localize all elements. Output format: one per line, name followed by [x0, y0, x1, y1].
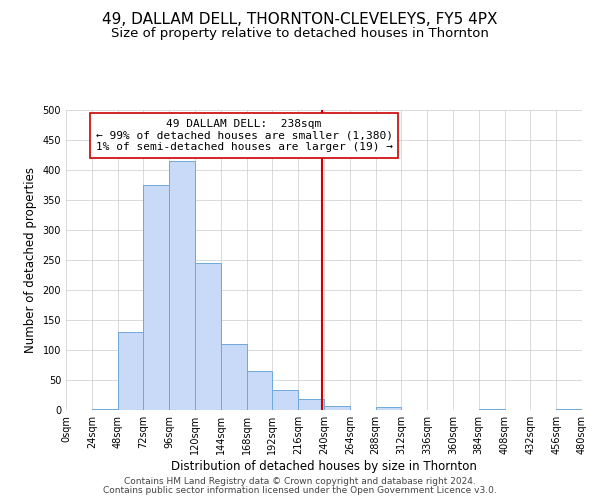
- Bar: [169, 161, 195, 410]
- Bar: [324, 406, 350, 410]
- Text: 49, DALLAM DELL, THORNTON-CLEVELEYS, FY5 4PX: 49, DALLAM DELL, THORNTON-CLEVELEYS, FY5…: [102, 12, 498, 28]
- Bar: [221, 344, 247, 410]
- Y-axis label: Number of detached properties: Number of detached properties: [24, 167, 37, 353]
- Bar: [195, 263, 221, 410]
- Bar: [92, 409, 118, 410]
- Bar: [556, 409, 582, 410]
- Bar: [272, 390, 298, 410]
- Bar: [247, 371, 272, 410]
- Text: Size of property relative to detached houses in Thornton: Size of property relative to detached ho…: [111, 28, 489, 40]
- X-axis label: Distribution of detached houses by size in Thornton: Distribution of detached houses by size …: [171, 460, 477, 472]
- Text: 49 DALLAM DELL:  238sqm
← 99% of detached houses are smaller (1,380)
1% of semi-: 49 DALLAM DELL: 238sqm ← 99% of detached…: [95, 119, 392, 152]
- Bar: [118, 332, 143, 410]
- Text: Contains HM Land Registry data © Crown copyright and database right 2024.: Contains HM Land Registry data © Crown c…: [124, 477, 476, 486]
- Bar: [479, 409, 505, 410]
- Bar: [143, 185, 169, 410]
- Text: Contains public sector information licensed under the Open Government Licence v3: Contains public sector information licen…: [103, 486, 497, 495]
- Bar: [298, 399, 324, 410]
- Bar: [376, 407, 401, 410]
